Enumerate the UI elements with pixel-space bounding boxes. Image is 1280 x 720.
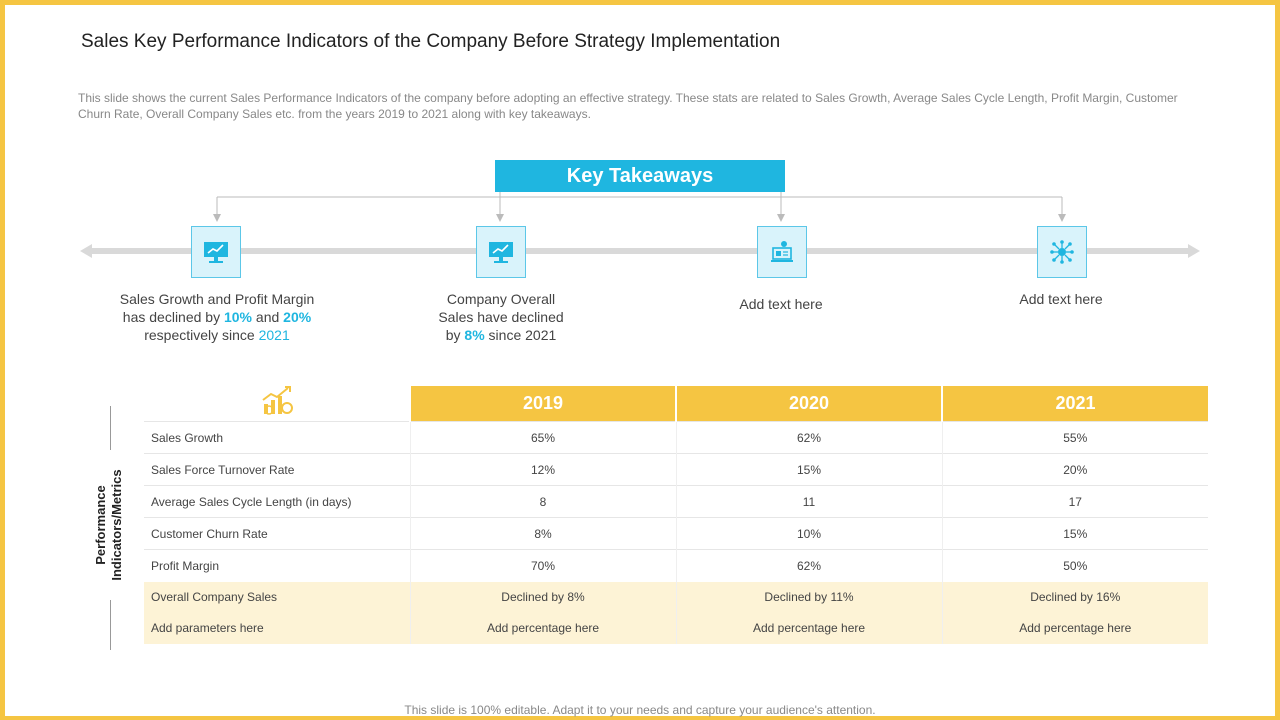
metric-value: 11 <box>675 485 942 518</box>
takeaway-2-text: since 2021 <box>484 327 557 343</box>
metric-label: Add parameters here <box>144 612 410 644</box>
side-label-line-1: Performance <box>93 485 108 565</box>
metric-value: 15% <box>941 517 1208 550</box>
slide-footer: This slide is 100% editable. Adapt it to… <box>404 703 876 717</box>
metric-value: 8% <box>409 517 676 550</box>
metric-value: 50% <box>941 549 1208 582</box>
takeaway-1-highlight: 20% <box>283 309 312 325</box>
metric-label: Sales Growth <box>144 421 410 454</box>
side-label-divider <box>110 406 111 450</box>
table-row: Average Sales Cycle Length (in days) 8 1… <box>144 485 1208 518</box>
metric-value: 55% <box>941 421 1208 454</box>
metric-label: Average Sales Cycle Length (in days) <box>144 485 410 518</box>
metric-value: Add percentage here <box>675 612 942 644</box>
takeaway-1-line-2: has declined by 10% and 20% <box>107 308 327 326</box>
growth-chart-coins-icon <box>261 386 293 420</box>
metric-value: Declined by 8% <box>409 581 676 613</box>
slide-title: Sales Key Performance Indicators of the … <box>81 31 781 52</box>
metric-value: 20% <box>941 453 1208 486</box>
metric-value: 62% <box>675 549 942 582</box>
table-row: Profit Margin 70% 62% 50% <box>144 549 1208 582</box>
metric-value: Declined by 11% <box>675 581 942 613</box>
takeaway-1-highlight: 2021 <box>258 327 290 343</box>
metric-value: 17 <box>941 485 1208 518</box>
takeaway-2-line-3: by 8% since 2021 <box>391 326 611 344</box>
side-label: Performance Indicators/Metrics <box>93 460 129 590</box>
takeaway-1-line-3: respectively since 2021 <box>107 326 327 344</box>
metric-value: 62% <box>675 421 942 454</box>
metric-value: 65% <box>409 421 676 454</box>
year-header: 2021 <box>941 386 1208 422</box>
metric-value: 8 <box>409 485 676 518</box>
takeaway-1-line-1: Sales Growth and Profit Margin <box>119 291 315 307</box>
monitor-chart-icon <box>476 226 526 278</box>
metric-value: 10% <box>675 517 942 550</box>
metric-label: Sales Force Turnover Rate <box>144 453 410 486</box>
takeaway-1-text: has declined by <box>122 309 224 325</box>
metric-value: 12% <box>409 453 676 486</box>
metric-value: Add percentage here <box>409 612 676 644</box>
timeline-graphic <box>80 192 1200 258</box>
takeaway-text-4: Add text here <box>1019 291 1103 307</box>
kpi-table: 2019 2020 2021 Sales Growth 65% 62% 55% … <box>144 386 1208 644</box>
table-row-highlight: Add parameters here Add percentage here … <box>144 612 1208 644</box>
table-row: Customer Churn Rate 8% 10% 15% <box>144 517 1208 550</box>
laptop-user-icon <box>757 226 807 278</box>
takeaway-2-line-1: Company Overall <box>446 291 556 307</box>
table-row: Sales Growth 65% 62% 55% <box>144 421 1208 454</box>
takeaway-text-3: Add text here <box>739 296 823 312</box>
takeaway-2-text: by <box>445 327 465 343</box>
metric-value: Declined by 16% <box>941 581 1208 613</box>
network-gear-icon <box>1037 226 1087 278</box>
metric-label: Overall Company Sales <box>144 581 410 613</box>
monitor-chart-icon <box>191 226 241 278</box>
metric-value: 70% <box>409 549 676 582</box>
year-header: 2020 <box>675 386 942 422</box>
table-corner-cell <box>144 386 410 422</box>
side-label-line-2: Indicators/Metrics <box>109 469 124 581</box>
takeaway-1-highlight: 10% <box>223 309 253 325</box>
year-header: 2019 <box>409 386 676 422</box>
side-label-divider <box>110 600 111 650</box>
slide-description: This slide shows the current Sales Perfo… <box>78 91 1178 121</box>
key-takeaways-heading: Key Takeaways <box>495 160 785 192</box>
metric-label: Customer Churn Rate <box>144 517 410 550</box>
takeaway-2-highlight: 8% <box>464 327 485 343</box>
metric-value: Add percentage here <box>941 612 1208 644</box>
takeaway-text-1: Sales Growth and Profit Margin has decli… <box>107 290 327 344</box>
metric-value: 15% <box>675 453 942 486</box>
takeaway-2-line-2: Sales have declined <box>438 309 564 325</box>
table-header-row: 2019 2020 2021 <box>144 386 1208 422</box>
table-row: Sales Force Turnover Rate 12% 15% 20% <box>144 453 1208 486</box>
takeaway-1-text: and <box>252 309 284 325</box>
takeaway-text-2: Company Overall Sales have declined by 8… <box>391 290 611 344</box>
table-row-highlight: Overall Company Sales Declined by 8% Dec… <box>144 581 1208 613</box>
metric-label: Profit Margin <box>144 549 410 582</box>
takeaway-1-text: respectively since <box>144 327 259 343</box>
